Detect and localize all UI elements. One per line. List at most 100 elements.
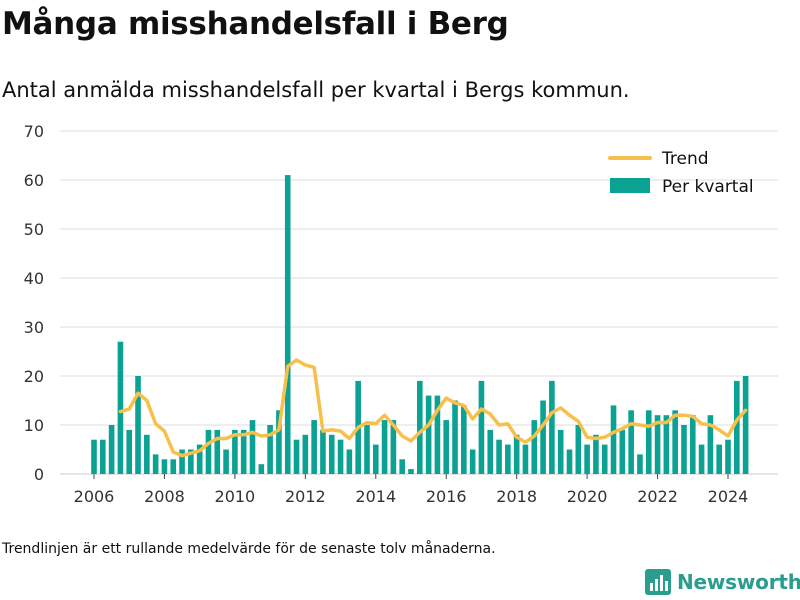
trend-series [118, 358, 748, 458]
bar [478, 380, 485, 474]
newsworthy-logo-icon [645, 569, 671, 595]
bar [557, 429, 564, 474]
bar [284, 175, 291, 474]
bar [434, 395, 441, 474]
bar [311, 420, 317, 474]
bar [179, 449, 185, 474]
bar [390, 420, 397, 474]
footnote: Trendlinjen är ett rullande medelvärde f… [2, 541, 496, 557]
bar [672, 410, 678, 474]
legend: Trend Per kvartal [608, 149, 754, 197]
bar [170, 459, 177, 474]
bar [645, 410, 652, 474]
bar-series [91, 175, 749, 474]
bar-chart: 0 10 20 30 40 50 60 70 2006 2008 2010 2012 2014 2016… [24, 122, 778, 506]
bar [689, 415, 696, 474]
bar [267, 425, 273, 474]
bar [522, 444, 529, 474]
bar [258, 464, 265, 474]
bar [619, 429, 626, 474]
bar [654, 415, 661, 474]
bar [461, 405, 467, 474]
bar [487, 429, 494, 474]
bar [408, 469, 414, 474]
bar [144, 434, 150, 474]
bar [240, 429, 247, 474]
legend-bars-swatch [610, 178, 650, 193]
bar [117, 341, 124, 474]
chart-subtitle: Antal anmälda misshandelsfall per kvarta… [2, 78, 630, 102]
x-tick-label: 2012 [285, 487, 326, 506]
bar [734, 380, 740, 474]
bar [320, 429, 326, 474]
bar [293, 439, 300, 474]
bar [188, 449, 194, 474]
bar [152, 454, 159, 474]
bar [232, 429, 238, 474]
x-tick-label: 2024 [708, 487, 749, 506]
x-axis: 2006 2008 2010 2012 2014 2016 2018 2020 2022 2024 [74, 474, 749, 506]
bar [196, 444, 203, 474]
bar [549, 380, 555, 474]
bar [108, 425, 115, 474]
legend-bars-label: Per kvartal [662, 177, 754, 197]
bar [601, 444, 608, 474]
x-tick-label: 2006 [74, 487, 115, 506]
bar [381, 420, 388, 474]
bar [584, 444, 590, 474]
x-tick-label: 2020 [567, 487, 608, 506]
bar [302, 434, 309, 474]
bar [223, 449, 229, 474]
bar [566, 449, 573, 474]
bar [469, 449, 476, 474]
bar [505, 444, 511, 474]
y-tick-label: 10 [24, 416, 44, 435]
bar [707, 415, 714, 474]
bar [399, 459, 405, 474]
bar [540, 400, 546, 474]
x-tick-label: 2022 [637, 487, 678, 506]
bar [364, 425, 370, 474]
y-tick-label: 70 [24, 122, 44, 141]
chart-title: Många misshandelsfall i Berg [2, 6, 509, 42]
bar [425, 395, 432, 474]
x-tick-label: 2008 [144, 487, 185, 506]
bar [161, 459, 168, 474]
bar [496, 439, 502, 474]
bar [663, 415, 670, 474]
bar [575, 425, 582, 474]
x-tick-label: 2014 [355, 487, 396, 506]
brand-name: Newsworthy [677, 570, 800, 594]
bar [91, 439, 97, 474]
bar [346, 449, 353, 474]
brand[interactable]: Newsworthy [645, 569, 800, 595]
bar [742, 376, 749, 474]
bar [628, 410, 634, 474]
x-tick-label: 2016 [426, 487, 467, 506]
y-tick-label: 30 [24, 318, 44, 337]
bar [372, 444, 379, 474]
bar [698, 444, 705, 474]
bar [637, 454, 643, 474]
bar [328, 434, 335, 474]
bar [452, 400, 458, 474]
y-axis: 0 10 20 30 40 50 60 70 [24, 122, 44, 484]
bar [725, 439, 731, 474]
bar [249, 420, 256, 474]
legend-trend-label: Trend [661, 149, 709, 169]
bar [337, 439, 344, 474]
bar [135, 376, 141, 474]
bar [100, 439, 106, 474]
bar [214, 429, 221, 474]
trend-line [118, 358, 748, 458]
y-tick-label: 20 [24, 367, 44, 386]
y-tick-label: 60 [24, 171, 44, 190]
bar [610, 405, 617, 474]
bar [126, 429, 133, 474]
y-tick-label: 0 [34, 465, 44, 484]
bar [513, 434, 520, 474]
grid-lines [60, 130, 778, 475]
x-tick-label: 2010 [215, 487, 256, 506]
bar [681, 425, 687, 474]
bar [593, 434, 599, 474]
